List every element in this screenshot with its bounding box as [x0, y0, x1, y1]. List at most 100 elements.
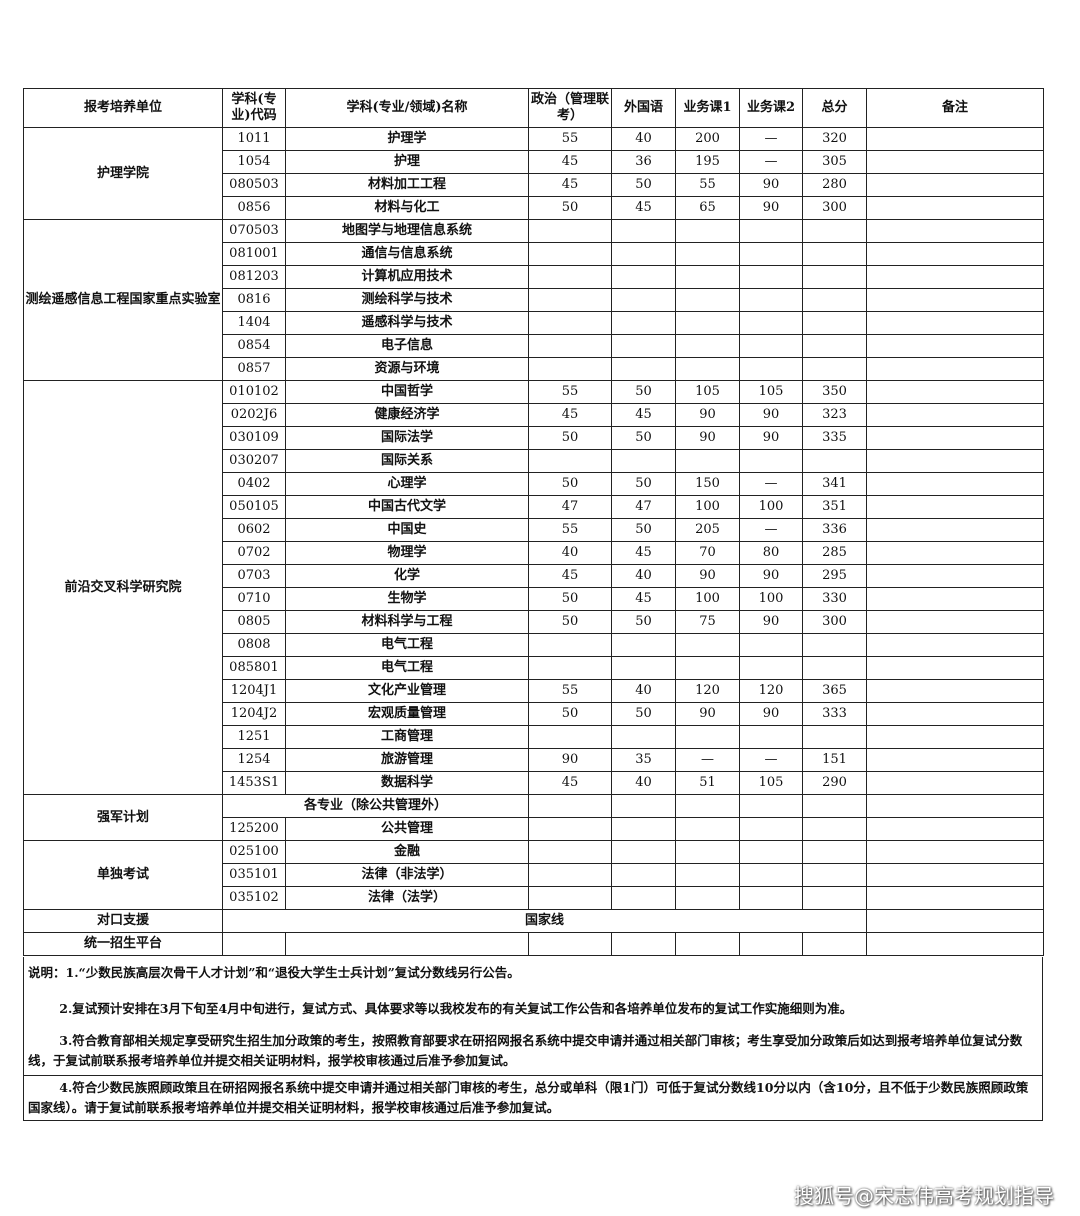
politics-cell: 45 [528, 564, 612, 588]
table-row: 单独考试 025100 金融 [23, 840, 1044, 910]
course1-cell [675, 219, 740, 243]
course2-cell: 100 [739, 495, 803, 519]
table-row: 强军计划 各专业（除公共管理外） [23, 794, 1044, 841]
politics-cell: 45 [528, 771, 612, 795]
remark-cell [866, 656, 1044, 680]
table-row: 统一招生平台 [23, 932, 1044, 956]
name-cell: 电子信息 [285, 334, 529, 358]
note-3: 3.符合教育部相关规定享受研究生招生加分政策的考生，按照教育部要求在研招网报名系… [23, 1029, 1043, 1075]
foreign-cell [611, 633, 676, 657]
politics-cell: 50 [528, 587, 612, 611]
note-2: 2.复试预计安排在3月下旬至4月中旬进行，复试方式、具体要求等以我校发布的有关复… [23, 997, 1043, 1029]
total-cell: 341 [802, 472, 867, 496]
politics-cell: 90 [528, 748, 612, 772]
name-cell: 法律（非法学） [285, 863, 529, 887]
course1-cell: 90 [675, 564, 740, 588]
course2-cell [739, 288, 803, 312]
remark-cell [866, 771, 1044, 795]
name-cell: 材料与化工 [285, 196, 529, 220]
value-cell: 国家线 [222, 909, 867, 933]
remark-cell [866, 380, 1044, 404]
total-cell: 305 [802, 150, 867, 174]
foreign-cell [611, 817, 676, 841]
remark-cell [866, 633, 1044, 657]
politics-cell: 50 [528, 426, 612, 450]
politics-cell: 45 [528, 150, 612, 174]
total-cell [802, 311, 867, 335]
politics-cell [528, 288, 612, 312]
code-cell: 1054 [222, 150, 286, 174]
code-cell: 0856 [222, 196, 286, 220]
header-remark: 备注 [866, 88, 1044, 128]
code-cell: 035101 [222, 863, 286, 887]
table-row: 0856 材料与化工 50 45 65 90 300 [24, 196, 1044, 220]
remark-cell [866, 587, 1044, 611]
code-cell: 0703 [222, 564, 286, 588]
politics-cell [528, 334, 612, 358]
total-cell: 300 [802, 196, 867, 220]
foreign-cell [611, 265, 676, 289]
total-cell [802, 633, 867, 657]
code-cell: 080503 [222, 173, 286, 197]
remark-cell [866, 127, 1044, 151]
code-cell: 025100 [222, 840, 286, 864]
course2-cell [739, 311, 803, 335]
course2-cell: 90 [739, 426, 803, 450]
course2-cell: 105 [739, 380, 803, 404]
foreign-cell: 50 [611, 610, 676, 634]
empty-cell [866, 932, 1044, 956]
table-row: 1054 护理 45 36 195—305 [24, 150, 1044, 174]
course2-cell: — [739, 518, 803, 542]
course2-cell: — [739, 472, 803, 496]
name-cell: 法律（法学） [285, 886, 529, 910]
course2-cell [739, 219, 803, 243]
table-row: 护理学院 1011 护理学 55 40 200—320 [23, 127, 1044, 220]
name-cell: 旅游管理 [285, 748, 529, 772]
remark-cell [866, 219, 1044, 243]
remark-cell [866, 495, 1044, 519]
course1-cell: 100 [675, 587, 740, 611]
empty-cell [802, 932, 867, 956]
table-row: 1204J1 文化产业管理 55 40 120 120 365 [24, 679, 1044, 703]
total-cell: 290 [802, 771, 867, 795]
foreign-cell [611, 656, 676, 680]
table-row: 030109 国际法学 50 50 90 90 335 [24, 426, 1044, 450]
foreign-cell: 50 [611, 380, 676, 404]
course2-cell: 105 [739, 771, 803, 795]
header-code: 学科(专业)代码 [222, 88, 286, 128]
total-cell [802, 725, 867, 749]
foreign-cell: 36 [611, 150, 676, 174]
politics-cell [528, 656, 612, 680]
code-cell: 125200 [222, 817, 286, 841]
course2-cell [739, 265, 803, 289]
course1-cell [675, 357, 740, 381]
code-cell: 0808 [222, 633, 286, 657]
remark-cell [866, 449, 1044, 473]
total-cell: 351 [802, 495, 867, 519]
total-cell [802, 863, 867, 887]
code-cell: 0402 [222, 472, 286, 496]
table-row: 0805 材料科学与工程 50 50 75 90 300 [24, 610, 1044, 634]
remark-cell [866, 679, 1044, 703]
total-cell: 295 [802, 564, 867, 588]
politics-cell: 50 [528, 472, 612, 496]
empty-cell [222, 932, 286, 956]
note-1: 说明：1.“少数民族高层次骨干人才计划”和“退役大学生士兵计划”复试分数线另行公… [23, 957, 1043, 997]
politics-cell [528, 357, 612, 381]
course2-cell: — [739, 748, 803, 772]
total-cell [802, 886, 867, 910]
foreign-cell [611, 242, 676, 266]
header-row: 报考培养单位 学科(专业)代码 学科(专业/领域)名称 政治（管理联考） 外国语… [23, 88, 1044, 128]
course1-cell: 195 [675, 150, 740, 174]
course2-cell: 90 [739, 702, 803, 726]
name-cell: 通信与信息系统 [285, 242, 529, 266]
remark-cell [866, 334, 1044, 358]
foreign-cell: 50 [611, 472, 676, 496]
code-cell: 1404 [222, 311, 286, 335]
code-cell: 1251 [222, 725, 286, 749]
course1-cell: 205 [675, 518, 740, 542]
course1-cell: 100 [675, 495, 740, 519]
table-row: 1254 旅游管理 90 35— —151 [24, 748, 1044, 772]
politics-cell: 50 [528, 702, 612, 726]
foreign-cell [611, 219, 676, 243]
